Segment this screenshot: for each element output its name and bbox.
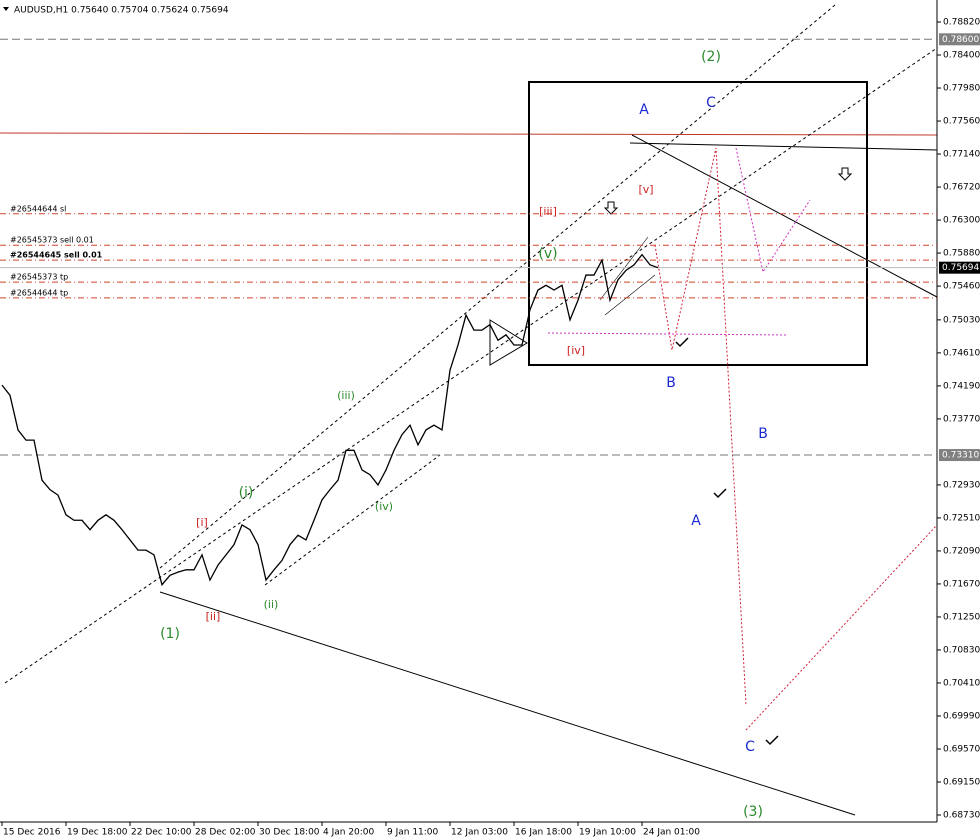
level-label: 0.78600 — [942, 35, 979, 45]
order-label: #26544645 sell 0.01 — [10, 251, 103, 260]
wave-label: (ii) — [264, 598, 279, 611]
y-tick-label: 0.75880 — [943, 249, 980, 259]
drawings — [0, 4, 938, 816]
y-tick-label: 0.77560 — [943, 117, 980, 127]
wave-label: (2) — [701, 49, 721, 65]
y-tick-label: 0.68730 — [943, 811, 980, 821]
wedge-line — [599, 236, 649, 301]
last-price-box — [939, 261, 980, 274]
y-tick-label: 0.77980 — [943, 84, 980, 94]
trendline — [631, 134, 938, 298]
y-tick-label: 0.70410 — [943, 678, 980, 688]
y-tick-label: 0.75030 — [943, 315, 980, 325]
wave-label: A — [639, 102, 649, 118]
y-tick-label: 0.72090 — [943, 546, 980, 556]
x-tick-label: 30 Dec 18:00 — [259, 828, 320, 838]
projection — [547, 332, 788, 336]
x-tick-label: 19 Jan 10:00 — [579, 828, 636, 838]
y-tick-label: 0.76720 — [943, 183, 980, 193]
channel-line — [159, 4, 836, 569]
channel-line — [264, 454, 441, 586]
red-trendline — [0, 132, 938, 136]
x-tick-label: 24 Jan 01:00 — [643, 828, 700, 838]
arrow — [603, 167, 853, 215]
order-label: #26545373 sell 0.01 — [10, 236, 94, 245]
y-tick-label: 0.76300 — [943, 216, 980, 226]
x-tick-label: 19 Dec 18:00 — [67, 828, 128, 838]
y-tick-label: 0.71670 — [943, 579, 980, 589]
wave-label: C — [706, 95, 716, 111]
x-tick-label: 15 Dec 2016 — [3, 828, 61, 838]
last-price-label: 0.75694 — [942, 263, 979, 273]
y-tick-label: 0.74610 — [943, 348, 980, 358]
wave-label: C — [745, 739, 755, 755]
wave-label: (iv) — [375, 500, 393, 513]
trendline — [159, 591, 856, 816]
wave-label: (i) — [239, 485, 254, 501]
x-tick-label: 4 Jan 20:00 — [323, 828, 375, 838]
wave-label: (1) — [160, 626, 180, 642]
x-tick-label: 28 Dec 02:00 — [195, 828, 256, 838]
y-tick-label: 0.75460 — [943, 282, 980, 292]
y-tick-label: 0.70830 — [943, 645, 980, 655]
level-label-box — [939, 449, 980, 462]
y-tick-label: 0.72930 — [943, 480, 980, 490]
x-tick-label: 22 Dec 10:00 — [131, 828, 192, 838]
order-label: #26545373 tp — [10, 273, 68, 282]
y-tick-label: 0.73770 — [943, 414, 980, 424]
box — [528, 81, 868, 366]
wave-label: B — [666, 375, 676, 391]
order-label: #26544644 sl — [10, 204, 66, 213]
wave-label: (iii) — [337, 389, 355, 402]
x-tick-label: 16 Jan 18:00 — [515, 828, 572, 838]
y-tick-label: 0.69570 — [943, 744, 980, 754]
trendline — [629, 142, 938, 151]
y-tick-label: 0.74190 — [943, 381, 980, 391]
y-tick-label: 0.69990 — [943, 711, 980, 721]
menu-icon — [3, 7, 9, 11]
wave-label: A — [691, 513, 701, 529]
y-tick-label: 0.78400 — [943, 51, 980, 61]
wave-label: [ii] — [206, 610, 221, 623]
y-tick-label: 0.72510 — [943, 513, 980, 523]
level-label-box — [939, 33, 980, 46]
wave-label: [iii] — [539, 205, 557, 218]
wave-label: [iv] — [567, 344, 585, 357]
level-label: 0.73310 — [942, 451, 979, 461]
wave-label: B — [758, 426, 768, 442]
order-label: #26544644 tp — [10, 288, 68, 297]
projection — [654, 147, 747, 706]
y-tick-label: 0.69150 — [943, 777, 980, 787]
wave-label: [i] — [196, 516, 208, 529]
wave-label: [v] — [638, 183, 653, 196]
y-tick-label: 0.71250 — [943, 612, 980, 622]
wave-label: (v) — [538, 246, 557, 262]
projection — [745, 524, 938, 731]
y-tick-label: 0.77140 — [943, 150, 980, 160]
wave-label: (3) — [743, 804, 763, 820]
price-line — [1, 253, 659, 587]
checkmark — [675, 337, 779, 746]
x-tick-label: 12 Jan 03:00 — [451, 828, 508, 838]
x-tick-label: 9 Jan 11:00 — [387, 828, 439, 838]
projection — [735, 147, 811, 274]
chart-title: AUDUSD,H1 0.75640 0.75704 0.75624 0.7569… — [14, 6, 229, 16]
triangle — [489, 319, 528, 366]
y-tick-label: 0.78820 — [943, 18, 980, 28]
